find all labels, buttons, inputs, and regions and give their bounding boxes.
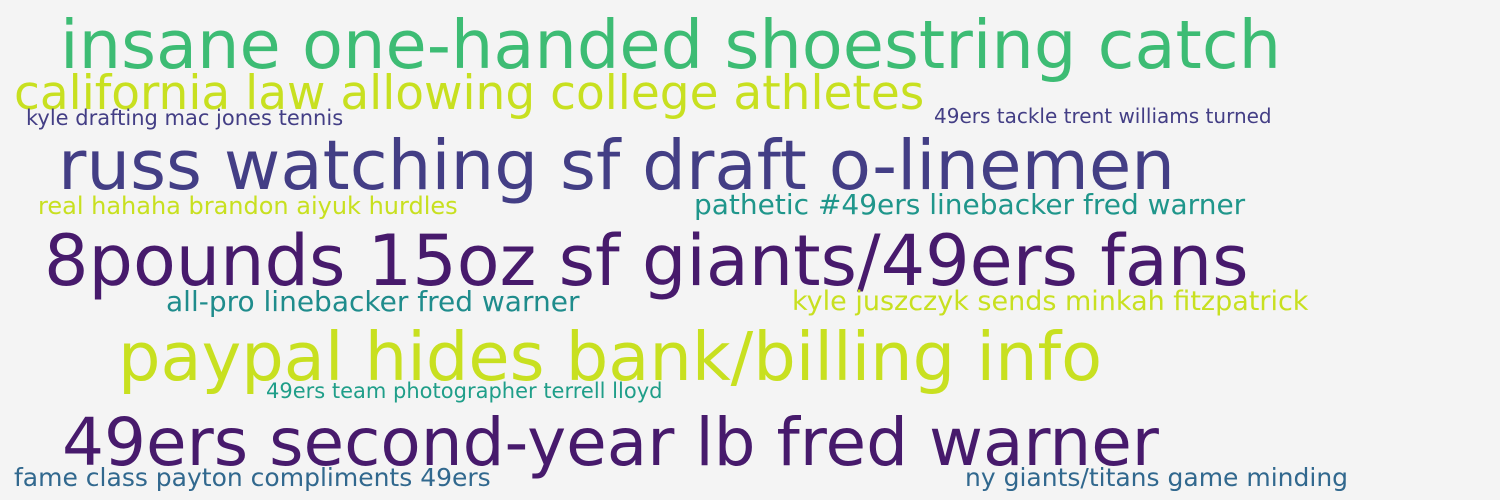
cloud-phrase: kyle juszczyk sends minkah fitzpatrick xyxy=(792,286,1309,317)
cloud-phrase: 49ers team photographer terrell lloyd xyxy=(266,379,663,403)
cloud-phrase: california law allowing college athletes xyxy=(14,66,925,121)
cloud-phrase: pathetic #49ers linebacker fred warner xyxy=(694,188,1246,221)
cloud-phrase: fame class payton compliments 49ers xyxy=(14,463,491,492)
cloud-phrase: paypal hides bank/billing info xyxy=(118,318,1103,396)
cloud-phrase: russ watching sf draft o-linemen xyxy=(58,126,1176,206)
cloud-phrase: kyle drafting mac jones tennis xyxy=(26,106,344,130)
cloud-phrase: ny giants/titans game minding xyxy=(965,463,1349,492)
cloud-phrase: 8pounds 15oz sf giants/49ers fans xyxy=(44,220,1249,302)
cloud-phrase: real hahaha brandon aiyuk hurdles xyxy=(38,192,458,220)
cloud-phrase: all-pro linebacker fred warner xyxy=(166,285,580,318)
cloud-phrase: insane one-handed shoestring catch xyxy=(60,6,1282,84)
cloud-phrase: 49ers second-year lb fred warner xyxy=(62,404,1159,481)
cloud-phrase: 49ers tackle trent williams turned xyxy=(934,104,1272,128)
